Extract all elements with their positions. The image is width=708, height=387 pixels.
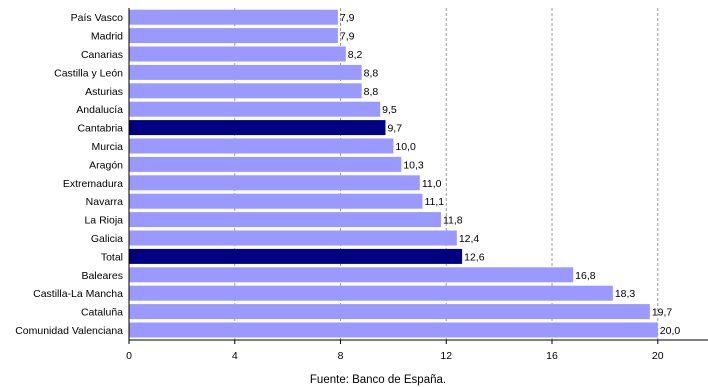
value-labels: 7,97,98,28,88,89,59,710,010,311,011,111,…: [340, 12, 681, 337]
category-label: Canarias: [81, 49, 123, 61]
category-label: Navarra: [86, 196, 124, 208]
bar: [129, 64, 362, 80]
value-label: 9,7: [387, 123, 402, 135]
x-tick-label: 20: [652, 350, 664, 362]
value-label: 7,9: [340, 31, 355, 43]
bar: [129, 28, 338, 44]
bar: [129, 322, 658, 338]
category-label: Murcia: [91, 141, 123, 153]
x-axis: [128, 8, 708, 344]
value-label: 20,0: [660, 325, 681, 337]
value-label: 16,8: [575, 270, 596, 282]
category-labels: País Vasco Madrid Canarias Castilla y León A…: [15, 12, 123, 337]
bar: [129, 156, 402, 172]
bar: [129, 138, 394, 154]
value-label: 8,2: [348, 49, 363, 61]
bar: [129, 193, 423, 209]
value-label: 10,0: [395, 141, 416, 153]
source-note: Fuente: Banco de España.: [310, 374, 446, 386]
bar: [129, 9, 338, 25]
bar: [129, 267, 574, 283]
bar: [129, 175, 420, 191]
category-label: Total: [101, 251, 123, 263]
value-label: 11,1: [424, 196, 444, 208]
category-label: Cataluña: [81, 307, 123, 319]
value-label: 8,8: [364, 67, 379, 79]
bar: [129, 212, 441, 228]
category-label: Extremadura: [63, 178, 123, 190]
category-label: Andalucía: [76, 104, 123, 116]
bars: [129, 9, 658, 338]
value-label: 19,7: [652, 307, 673, 319]
category-label: Castilla-La Mancha: [33, 288, 123, 300]
bar: [129, 120, 386, 136]
value-label: 10,3: [403, 159, 424, 171]
value-label: 11,8: [443, 215, 463, 227]
bar: [129, 101, 381, 117]
value-label: 12,4: [459, 233, 480, 245]
category-label: Galicia: [91, 233, 123, 245]
bar: [129, 83, 362, 99]
bar: [129, 46, 346, 62]
category-label: Comunidad Valenciana: [15, 325, 123, 337]
x-tick-labels: 0 4 8 12 16 20: [126, 350, 664, 362]
bar: [129, 230, 457, 246]
category-label: Castilla y León: [54, 67, 123, 79]
x-tick-label: 16: [546, 350, 558, 362]
gridlines: [234, 8, 659, 340]
category-label: Asturias: [85, 86, 123, 98]
category-label: Cantabria: [77, 123, 123, 135]
value-label: 18,3: [615, 288, 636, 300]
category-label: La Rioja: [84, 215, 123, 227]
value-label: 8,8: [364, 86, 379, 98]
value-label: 12,6: [464, 251, 485, 263]
x-tick-label: 8: [338, 350, 344, 362]
x-tick-label: 12: [440, 350, 452, 362]
category-label: País Vasco: [71, 12, 123, 24]
value-label: 7,9: [340, 12, 355, 24]
category-label: Aragón: [89, 159, 123, 171]
value-label: 9,5: [382, 104, 397, 116]
x-tick-label: 0: [126, 350, 132, 362]
bar: [129, 248, 463, 264]
x-tick-label: 4: [232, 350, 238, 362]
value-label: 11,0: [422, 178, 442, 190]
category-label: Madrid: [91, 31, 123, 43]
bar: [129, 304, 650, 320]
category-label: Baleares: [82, 270, 123, 282]
bar: [129, 285, 613, 301]
